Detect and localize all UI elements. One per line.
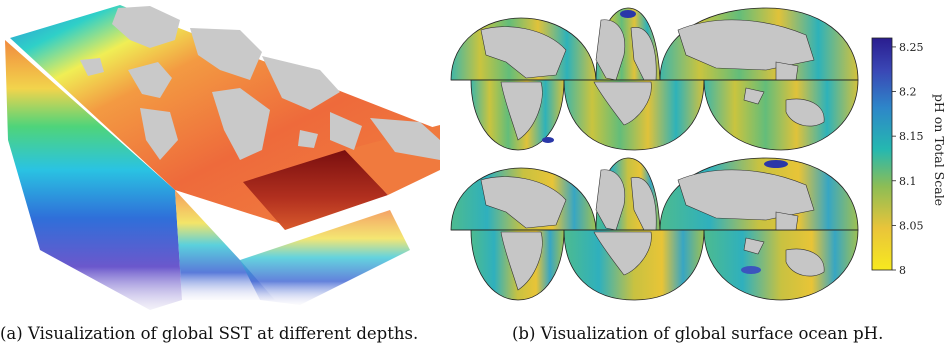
ph-colorbar-tick-label: 8.25 (899, 41, 924, 54)
sst-cutout-face (243, 150, 388, 230)
ph-map-figure: 8.25 8.2 8.15 8.1 8.05 8 pH on Total Scale (446, 0, 948, 318)
sst-depth-front-face (5, 40, 182, 310)
sst-depth-lower-face (240, 210, 410, 305)
ph-colorbar-tick-label: 8.05 (899, 219, 924, 232)
ph-colorbar: 8.25 8.2 8.15 8.1 8.05 8 pH on Total Scale (871, 37, 947, 277)
ph-colorbar-tick-label: 8 (899, 264, 906, 277)
ph-map-upper (450, 7, 859, 151)
sst-3d-visualization (0, 0, 440, 318)
ph-colorbar-tick-label: 8.15 (899, 130, 924, 143)
ph-map-lower (450, 157, 859, 301)
ph-colorbar-label: pH on Total Scale (932, 94, 947, 206)
caption-b: (b) Visualization of global surface ocea… (512, 324, 884, 343)
sst-land-masses (80, 6, 440, 160)
caption-a: (a) Visualization of global SST at diffe… (0, 324, 419, 343)
ph-colorbar-gradient (871, 37, 893, 271)
ph-colorbar-tick-label: 8.1 (899, 175, 917, 188)
ph-colorbar-tick-label: 8.2 (899, 86, 917, 99)
